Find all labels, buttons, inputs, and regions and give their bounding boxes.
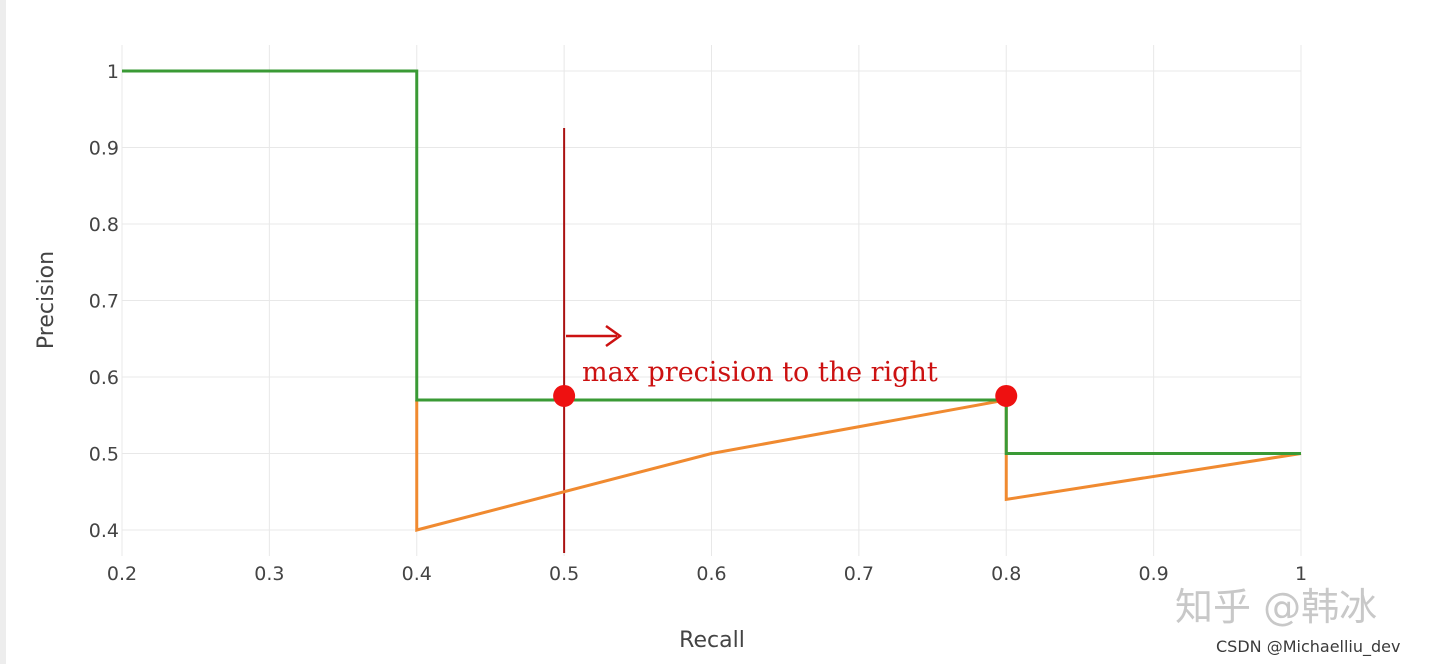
x-tick-label: 0.9 [1139, 563, 1169, 585]
max-precision-marker [553, 384, 576, 407]
grid-lines [121, 45, 1302, 556]
x-tick-label: 0.2 [107, 563, 137, 585]
x-tick-label: 0.7 [844, 563, 874, 585]
precision-line [415, 398, 1302, 532]
interpolated-precision-line [122, 69, 1301, 455]
y-tick-label: 0.4 [89, 520, 119, 542]
y-tick-label: 0.8 [89, 214, 119, 236]
y-tick-label: 1 [107, 61, 119, 83]
y-tick-label: 0.5 [89, 444, 119, 466]
y-tick-label: 0.9 [89, 138, 119, 160]
y-tick-label: 0.6 [89, 367, 119, 389]
zhihu-watermark: 知乎 @韩冰 [1175, 585, 1377, 629]
x-tick-label: 0.3 [254, 563, 284, 585]
y-axis-title: Precision [34, 251, 59, 349]
left-border-strip [0, 0, 6, 664]
y-tick-labels: 0.4 0.5 0.6 0.7 0.8 0.9 1 [89, 61, 119, 542]
annotation-arrow [566, 324, 623, 348]
marker-layer [553, 384, 1018, 407]
x-tick-labels: 0.2 0.3 0.4 0.5 0.6 0.7 0.8 0.9 1 [107, 563, 1307, 585]
x-tick-label: 0.4 [402, 563, 432, 585]
y-tick-label: 0.7 [89, 291, 119, 313]
annotation-text: max precision to the right [582, 357, 938, 388]
max-precision-marker [995, 384, 1018, 407]
series-layer [122, 69, 1302, 532]
x-tick-label: 0.8 [991, 563, 1021, 585]
x-axis-title: Recall [679, 628, 745, 653]
x-tick-label: 1 [1295, 563, 1307, 585]
x-tick-label: 0.5 [549, 563, 579, 585]
x-tick-label: 0.6 [696, 563, 726, 585]
csdn-watermark: CSDN @Michaelliu_dev [1216, 637, 1400, 657]
